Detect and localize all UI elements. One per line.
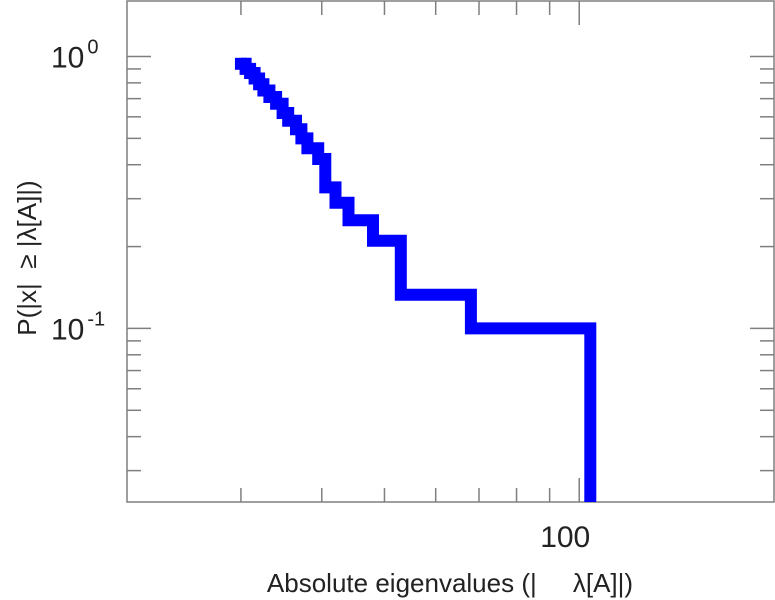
plot-frame	[126, 0, 775, 503]
series-layer	[234, 57, 597, 502]
y-tick-label: 10 0	[51, 37, 99, 75]
x-tick-label: 100	[540, 521, 590, 554]
y-tick-label-base: 10	[51, 313, 84, 346]
y-tick-label-base: 10	[51, 42, 84, 75]
y-tick-label-exponent: -1	[87, 308, 105, 330]
series-start-cap	[234, 57, 247, 70]
minor-ticks	[127, 1, 774, 502]
x-axis-label: Absolute eigenvalues (| λ[A]|)	[267, 568, 633, 598]
y-axis-label: P(|x| ≥ |λ[A]|)	[12, 180, 42, 335]
y-tick-label-exponent: 0	[87, 37, 98, 59]
series-step-line	[239, 57, 597, 502]
y-tick-label: 10 -1	[51, 308, 105, 346]
major-ticks	[127, 1, 774, 502]
